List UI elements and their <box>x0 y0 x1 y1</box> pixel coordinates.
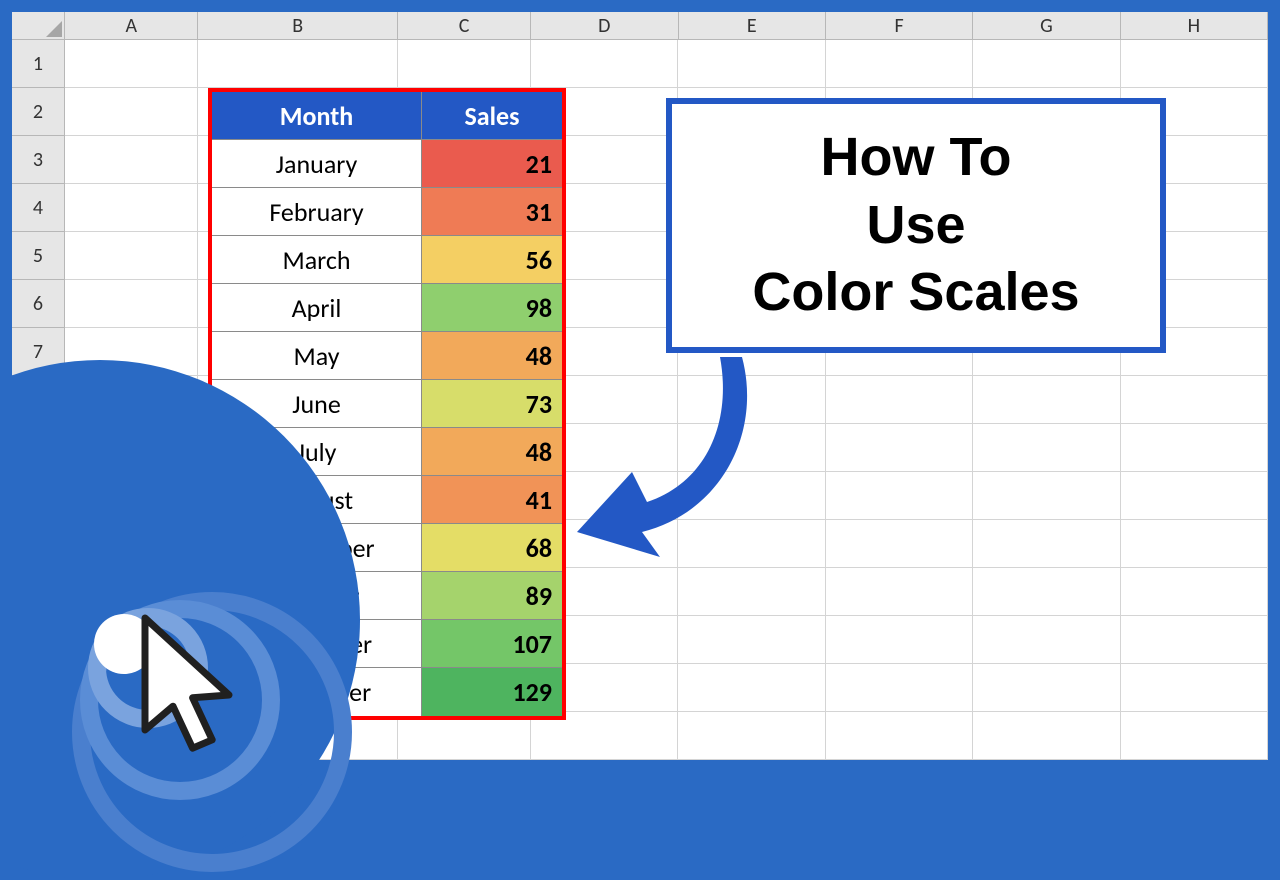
cell[interactable] <box>65 280 198 328</box>
column-header[interactable]: C <box>398 12 531 40</box>
cell[interactable] <box>1121 616 1268 664</box>
month-cell[interactable]: January <box>212 140 422 188</box>
column-header[interactable]: B <box>198 12 398 40</box>
sales-cell[interactable]: 56 <box>422 236 562 284</box>
table-row: May48 <box>212 332 562 380</box>
cell[interactable] <box>678 712 825 760</box>
column-header[interactable]: F <box>826 12 973 40</box>
cell[interactable] <box>826 376 973 424</box>
cell[interactable] <box>973 712 1120 760</box>
sales-cell[interactable]: 107 <box>422 620 562 668</box>
cell[interactable] <box>973 376 1120 424</box>
cell[interactable] <box>826 568 973 616</box>
month-cell[interactable]: May <box>212 332 422 380</box>
cell[interactable] <box>826 520 973 568</box>
cell[interactable] <box>826 424 973 472</box>
cell[interactable] <box>531 40 678 88</box>
cell[interactable] <box>65 136 198 184</box>
column-header[interactable]: H <box>1121 12 1268 40</box>
sales-cell[interactable]: 48 <box>422 428 562 476</box>
table-row: April98 <box>212 284 562 332</box>
cell[interactable] <box>1121 40 1268 88</box>
table-row: February31 <box>212 188 562 236</box>
cell[interactable] <box>65 88 198 136</box>
row-header[interactable]: 2 <box>12 88 65 136</box>
title-callout: How To Use Color Scales <box>666 98 1166 353</box>
cell[interactable] <box>65 232 198 280</box>
column-headers: ABCDEFGH <box>12 12 1268 40</box>
grid-row: 1 <box>12 40 1268 88</box>
cell[interactable] <box>65 40 198 88</box>
column-header[interactable]: G <box>973 12 1120 40</box>
sales-cell[interactable]: 48 <box>422 332 562 380</box>
sales-cell[interactable]: 68 <box>422 524 562 572</box>
cell[interactable] <box>826 712 973 760</box>
cell[interactable] <box>678 616 825 664</box>
cell[interactable] <box>1121 568 1268 616</box>
callout-line-1: How To <box>702 124 1130 192</box>
cell[interactable] <box>973 472 1120 520</box>
sales-cell[interactable]: 98 <box>422 284 562 332</box>
sales-cell[interactable]: 31 <box>422 188 562 236</box>
pointer-arrow-icon <box>572 342 772 582</box>
cell[interactable] <box>973 568 1120 616</box>
row-header[interactable]: 6 <box>12 280 65 328</box>
cell[interactable] <box>1121 712 1268 760</box>
select-all-corner[interactable] <box>12 12 65 40</box>
sales-cell[interactable]: 41 <box>422 476 562 524</box>
callout-line-2: Use <box>702 192 1130 260</box>
cell[interactable] <box>678 664 825 712</box>
table-row: March56 <box>212 236 562 284</box>
cell[interactable] <box>973 424 1120 472</box>
table-row: January21 <box>212 140 562 188</box>
table-header-cell[interactable]: Sales <box>422 92 562 140</box>
table-header-cell[interactable]: Month <box>212 92 422 140</box>
cell[interactable] <box>826 664 973 712</box>
row-header[interactable]: 5 <box>12 232 65 280</box>
sales-cell[interactable]: 21 <box>422 140 562 188</box>
cell[interactable] <box>1121 376 1268 424</box>
cell[interactable] <box>973 520 1120 568</box>
callout-line-3: Color Scales <box>702 259 1130 327</box>
cell[interactable] <box>826 616 973 664</box>
month-cell[interactable]: March <box>212 236 422 284</box>
column-header[interactable]: D <box>531 12 678 40</box>
cell[interactable] <box>398 40 531 88</box>
cell[interactable] <box>1121 520 1268 568</box>
cell[interactable] <box>973 664 1120 712</box>
table-header-row: MonthSales <box>212 92 562 140</box>
column-header[interactable]: A <box>65 12 198 40</box>
sales-cell[interactable]: 129 <box>422 668 562 716</box>
cell[interactable] <box>973 40 1120 88</box>
cell[interactable] <box>826 472 973 520</box>
row-header[interactable]: 3 <box>12 136 65 184</box>
cell[interactable] <box>678 40 825 88</box>
column-header[interactable]: E <box>679 12 826 40</box>
cell[interactable] <box>198 40 397 88</box>
cell[interactable] <box>973 616 1120 664</box>
month-cell[interactable]: February <box>212 188 422 236</box>
cell[interactable] <box>826 40 973 88</box>
cell[interactable] <box>65 184 198 232</box>
month-cell[interactable]: April <box>212 284 422 332</box>
cell[interactable] <box>1121 472 1268 520</box>
row-header[interactable]: 4 <box>12 184 65 232</box>
sales-cell[interactable]: 73 <box>422 380 562 428</box>
sales-cell[interactable]: 89 <box>422 572 562 620</box>
cell[interactable] <box>1121 664 1268 712</box>
row-header[interactable]: 1 <box>12 40 65 88</box>
cell[interactable] <box>1121 424 1268 472</box>
cursor-icon <box>131 610 271 780</box>
